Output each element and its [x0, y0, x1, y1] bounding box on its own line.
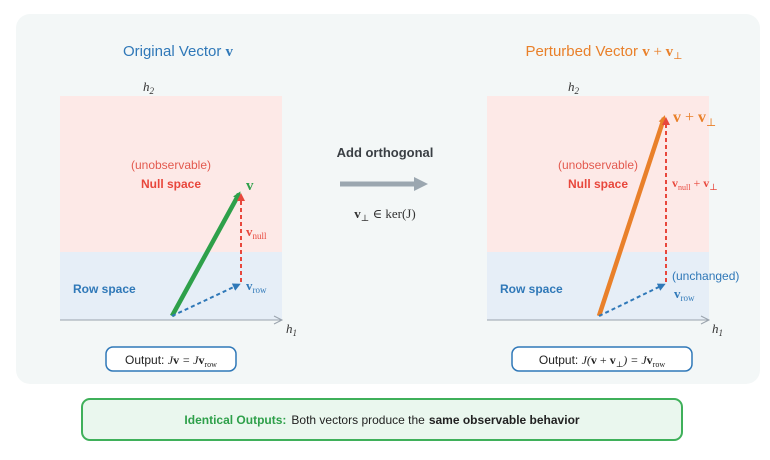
- diagram-canvas: Original Vector v h2 h1 (unobservable) N…: [60, 43, 739, 372]
- middle-formula: v⊥ ∈ ker(J): [354, 206, 415, 223]
- left-null-space-region: [60, 96, 282, 252]
- right-null-space-region: [487, 96, 709, 252]
- left-null-caption: (unobservable): [131, 158, 211, 172]
- right-axis-h1-label: h1: [712, 321, 723, 338]
- left-axis-h2-label: h2: [143, 79, 155, 96]
- left-output-box: [105, 346, 237, 372]
- right-null-caption: (unobservable): [558, 158, 638, 172]
- left-output-text: Output: Jv = Jvrow: [125, 353, 217, 369]
- left-null-label: Null space: [141, 177, 201, 191]
- left-vector-v-row: [171, 283, 241, 317]
- left-axis-h1-label: h1: [286, 321, 297, 338]
- right-null-label: Null space: [568, 177, 628, 191]
- right-v-row-label: vrow: [674, 286, 695, 303]
- right-unchanged-label: (unchanged): [672, 269, 739, 283]
- right-axis-arrow-icon: [700, 315, 711, 325]
- identical-outputs-box: Identical Outputs: Both vectors produce …: [81, 398, 683, 441]
- right-row-label: Row space: [500, 282, 563, 296]
- right-row-space-region: [487, 252, 709, 320]
- summary-bold: same observable behavior: [428, 412, 580, 427]
- left-vector-v: [170, 191, 241, 318]
- right-title: Perturbed Vector v + v⊥: [525, 43, 682, 62]
- right-vector-v-row: [598, 283, 666, 317]
- left-v-null-label: vnull: [246, 224, 267, 241]
- right-axis-h2-label: h2: [568, 79, 580, 96]
- right-null-plus-perp-label: vnull + v⊥: [672, 176, 718, 192]
- left-axis-arrow-icon: [273, 315, 284, 325]
- left-row-space-region: [60, 252, 282, 320]
- right-sum-label: v + v⊥: [673, 109, 716, 129]
- left-title: Original Vector v: [123, 43, 234, 60]
- summary-text: Both vectors produce the: [291, 412, 425, 427]
- summary-lead: Identical Outputs:: [184, 412, 287, 427]
- middle-label: Add orthogonal: [337, 145, 434, 160]
- right-vector-sum: [596, 115, 667, 317]
- right-output-text: Output: J(v + v⊥) = Jvrow: [539, 353, 665, 369]
- left-row-label: Row space: [73, 282, 136, 296]
- left-v-row-label: vrow: [246, 278, 267, 295]
- right-output-box: [511, 346, 693, 372]
- left-v-label: v: [246, 178, 254, 194]
